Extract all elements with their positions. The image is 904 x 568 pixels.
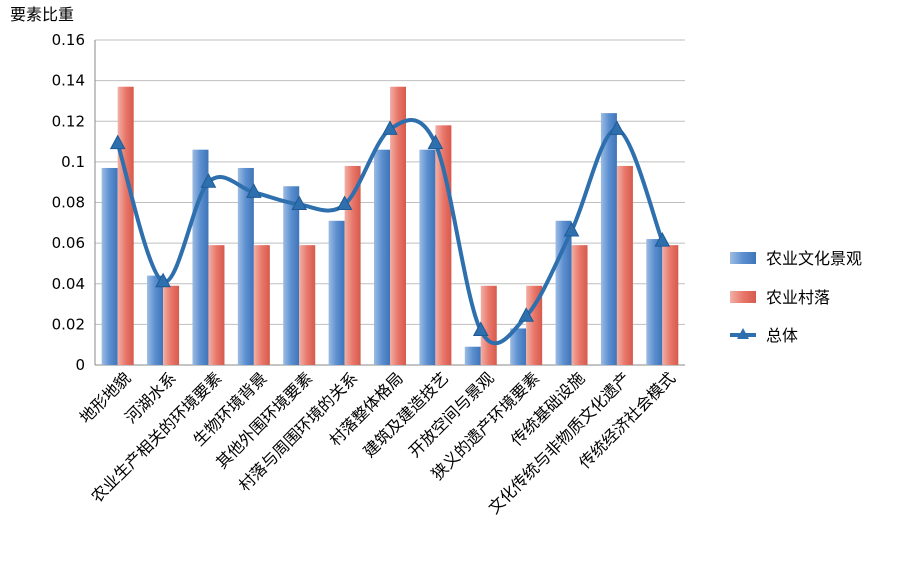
- y-tick-label: 0.16: [52, 31, 85, 49]
- total-point: [472, 321, 489, 336]
- total-point: [109, 134, 126, 150]
- total-point: [609, 120, 625, 135]
- bar-village: [344, 165, 361, 365]
- total-point: [291, 195, 308, 211]
- total-point: [427, 134, 444, 150]
- legend-label: 农业文化景观: [766, 249, 862, 268]
- total-point: [382, 120, 398, 135]
- bar-village: [163, 285, 180, 365]
- total-point: [200, 173, 217, 188]
- legend-label: 农业村落: [766, 288, 830, 307]
- bar-village: [616, 165, 633, 365]
- legend-label: 总体: [766, 326, 798, 345]
- bar-village: [526, 285, 543, 365]
- bar-landscape: [147, 275, 164, 365]
- y-tick-label: 0.1: [61, 153, 85, 171]
- bar-village: [571, 245, 588, 365]
- bar-village: [117, 86, 134, 365]
- y-tick-labels: 0 0.02 0.04 0.06 0.08 0.1 0.12 0.14 0.16: [52, 31, 85, 374]
- total-line-path: [115, 118, 665, 346]
- bar-landscape: [510, 328, 527, 365]
- total-point: [563, 221, 580, 237]
- bar-village: [480, 285, 497, 365]
- total-point: [246, 183, 262, 198]
- bar-landscape: [600, 113, 617, 365]
- total-point: [336, 195, 353, 211]
- total-point: [155, 272, 171, 288]
- bar-landscape: [464, 346, 481, 365]
- bar-landscape: [555, 220, 572, 365]
- y-tick-label: 0.04: [52, 275, 85, 293]
- y-tick-label: 0.12: [52, 112, 85, 130]
- y-tick-label: 0.02: [52, 315, 85, 333]
- y-axis-label: 要素比重: [10, 5, 74, 24]
- bar-village: [253, 245, 270, 365]
- bar-village: [662, 245, 679, 365]
- legend-marker: [737, 328, 749, 339]
- y-tick-label: 0.08: [52, 194, 85, 212]
- total-point: [654, 232, 671, 247]
- bar-village: [390, 86, 406, 365]
- bar-landscape: [283, 186, 300, 365]
- legend-swatch: [730, 291, 756, 303]
- bar-landscape: [237, 167, 254, 365]
- bar-landscape: [419, 149, 436, 365]
- y-tick-label: 0.14: [52, 72, 85, 90]
- y-tick-label: 0.06: [52, 234, 85, 252]
- bar-landscape: [646, 239, 663, 365]
- x-tick-labels: 地形地貌河湖水系农业生产相关的环境要素生物环境背景其他外围环境要素村落与周围环境…: [76, 368, 679, 517]
- bar-landscape: [374, 149, 390, 365]
- legend-swatch: [730, 252, 756, 264]
- bar-landscape: [101, 167, 118, 365]
- bar-landscape: [328, 220, 345, 365]
- total-point: [518, 307, 534, 322]
- y-tick-label: 0: [75, 356, 85, 374]
- total-line: [109, 118, 671, 346]
- bar-village: [208, 245, 225, 365]
- bar-village: [299, 245, 316, 365]
